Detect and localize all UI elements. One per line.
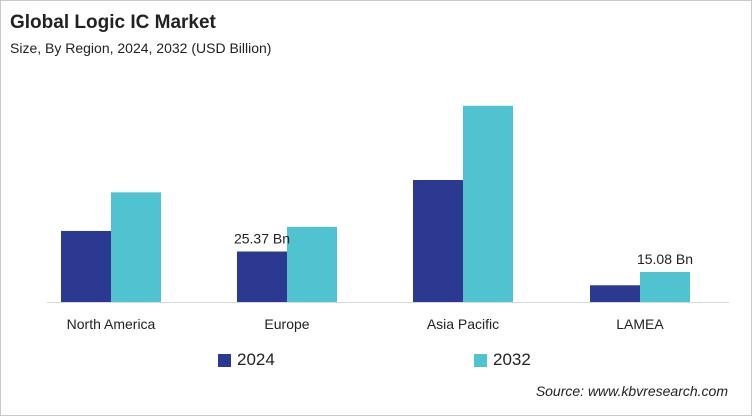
- x-tick-label: North America: [67, 316, 156, 332]
- bar-2032-north-america: [111, 192, 161, 302]
- bar-2032-asia-pacific: [463, 105, 513, 302]
- x-tick-label: LAMEA: [616, 316, 664, 332]
- bar-2024-europe: [237, 251, 287, 302]
- bar-2024-north-america: [61, 230, 111, 302]
- bar-2032-lamea: [640, 271, 690, 302]
- source-note: Source: www.kbvresearch.com: [535, 383, 728, 399]
- legend-swatch-2024: [218, 353, 231, 367]
- chart-subtitle: Size, By Region, 2024, 2032 (USD Billion…: [10, 40, 272, 56]
- legend-swatch-2032: [474, 353, 487, 367]
- legend-item-2032: 2032: [474, 350, 531, 370]
- legend-label-2024: 2024: [237, 350, 275, 369]
- x-tick-label: Europe: [264, 316, 309, 332]
- chart-title: Global Logic IC Market: [10, 12, 216, 33]
- data-label: 25.37 Bn: [234, 231, 290, 247]
- bar-2024-lamea: [590, 285, 640, 302]
- bar-2024-asia-pacific: [413, 180, 463, 302]
- legend-item-2024: 2024: [218, 350, 275, 370]
- bar-2032-europe: [287, 226, 337, 302]
- legend-label-2032: 2032: [493, 350, 531, 369]
- x-tick-label: Asia Pacific: [427, 316, 499, 332]
- data-label: 15.08 Bn: [637, 251, 693, 267]
